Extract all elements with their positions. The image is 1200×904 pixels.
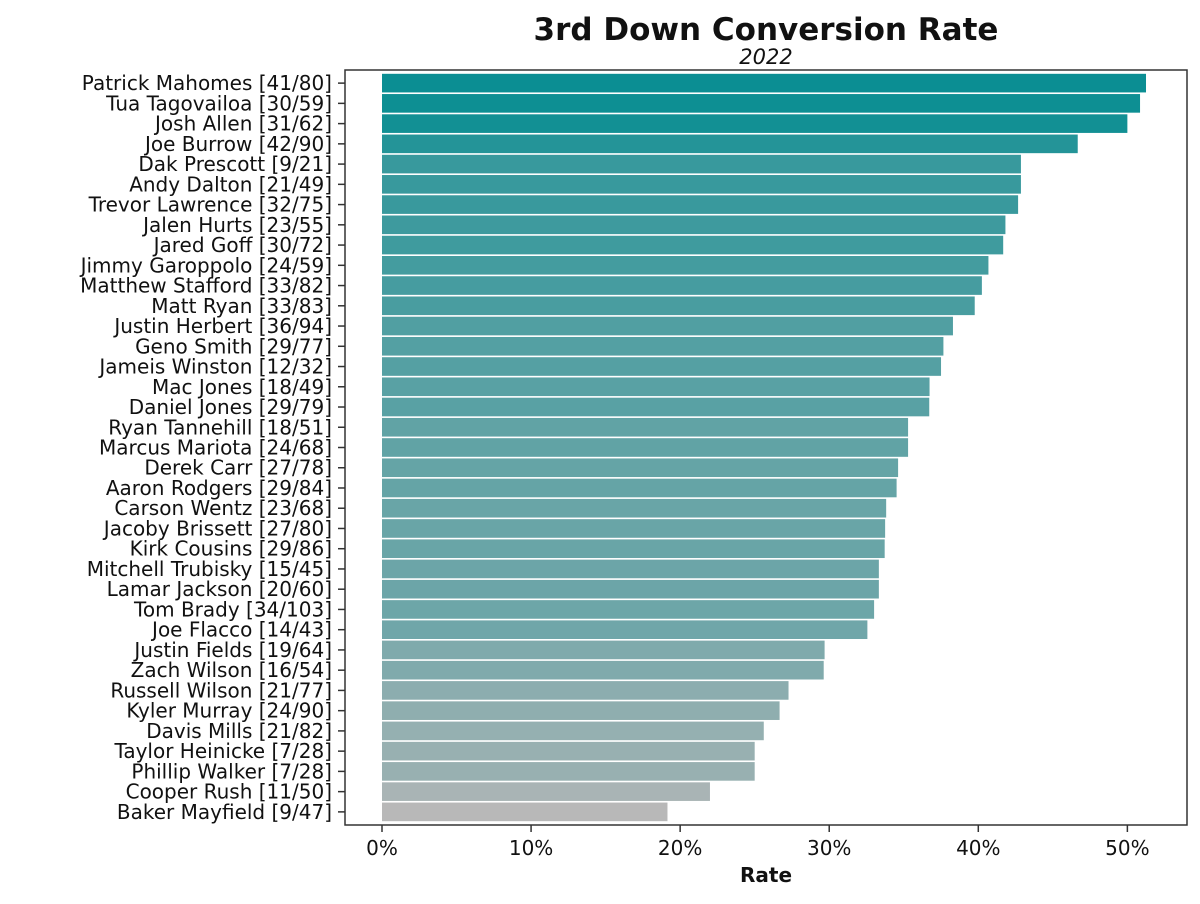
bar-justin-herbert [382, 316, 953, 336]
bar-kyler-murray [382, 701, 780, 720]
bar-lamar-jackson [382, 579, 879, 599]
bar-jalen-hurts [382, 215, 1006, 235]
bar-matthew-stafford [382, 276, 982, 295]
y-tick-label: Aaron Rodgers [29/84] [106, 476, 332, 500]
bar-tua-tagovailoa [382, 94, 1141, 113]
y-tick-label: Cooper Rush [11/50] [126, 780, 332, 804]
x-axis-ticks: 0% 10% 20% 30% 40% 50% [366, 825, 1150, 860]
y-tick-label: Joe Burrow [42/90] [143, 132, 332, 156]
bar-ryan-tannehill [382, 417, 909, 437]
bar-matt-ryan [382, 296, 975, 316]
bar-joe-burrow [382, 134, 1078, 154]
y-tick-label: Mitchell Trubisky [15/45] [87, 557, 332, 581]
y-tick-label: Ryan Tannehill [18/51] [108, 415, 332, 439]
y-tick-label: Zach Wilson [16/54] [131, 658, 332, 682]
bars-layer [382, 73, 1147, 822]
bar-patrick-mahomes [382, 73, 1147, 93]
x-tick-label: 50% [1105, 836, 1149, 860]
bar-marcus-mariota [382, 438, 909, 457]
y-tick-label: Lamar Jackson [20/60] [107, 577, 332, 601]
y-tick-label: Kyler Murray [24/90] [126, 699, 332, 723]
y-tick-label: Tua Tagovailoa [30/59] [105, 91, 332, 115]
bar-josh-allen [382, 114, 1128, 133]
x-tick-label: 10% [509, 836, 553, 860]
y-tick-label: Justin Fields [19/64] [132, 638, 332, 662]
y-tick-label: Daniel Jones [29/79] [129, 395, 332, 419]
bar-jared-goff [382, 235, 1004, 255]
bar-carson-wentz [382, 498, 887, 518]
y-tick-label: Andy Dalton [21/49] [129, 172, 332, 196]
y-tick-label: Matt Ryan [33/83] [151, 294, 332, 318]
y-tick-label: Russell Wilson [21/77] [110, 678, 332, 702]
y-tick-label: Phillip Walker [7/28] [131, 759, 332, 783]
bar-derek-carr [382, 458, 899, 478]
bar-baker-mayfield [382, 802, 668, 822]
plot-frame [344, 69, 1188, 826]
bar-dak-prescott [382, 154, 1021, 174]
x-axis-title: Rate [740, 863, 792, 887]
bar-joe-flacco [382, 620, 868, 640]
bar-trevor-lawrence [382, 195, 1019, 214]
bar-zach-wilson [382, 660, 824, 680]
bar-andy-dalton [382, 175, 1021, 194]
x-tick-label: 40% [956, 836, 1000, 860]
bar-phillip-walker [382, 762, 755, 781]
y-tick-label: Jared Goff [30/72] [152, 233, 332, 257]
y-tick-label: Carson Wentz [23/68] [114, 496, 332, 520]
y-tick-label: Patrick Mahomes [41/80] [82, 71, 332, 95]
y-tick-label: Trevor Lawrence [32/75] [88, 193, 332, 217]
y-tick-label: Kirk Cousins [29/86] [130, 537, 332, 561]
y-tick-label: Tom Brady [34/103] [133, 597, 332, 621]
x-tick-label: 30% [807, 836, 851, 860]
bar-aaron-rodgers [382, 478, 897, 498]
bar-jacoby-brissett [382, 519, 886, 538]
y-tick-label: Jimmy Garoppolo [24/59] [79, 253, 332, 277]
bar-tom-brady [382, 600, 875, 619]
y-tick-label: Joe Flacco [14/43] [150, 618, 332, 642]
bar-kirk-cousins [382, 539, 885, 559]
y-tick-label: Marcus Mariota [24/68] [99, 436, 332, 460]
bar-cooper-rush [382, 782, 710, 801]
chart-title: 3rd Down Conversion Rate [534, 12, 999, 48]
y-tick-label: Baker Mayfield [9/47] [117, 800, 332, 824]
y-tick-label: Justin Herbert [36/94] [112, 314, 332, 338]
y-tick-label: Josh Allen [31/62] [153, 112, 332, 136]
y-tick-label: Davis Mills [21/82] [146, 719, 332, 743]
bar-justin-fields [382, 640, 825, 660]
y-tick-label: Taylor Heinicke [7/28] [113, 739, 332, 763]
x-tick-label: 20% [658, 836, 702, 860]
y-tick-label: Jalen Hurts [23/55] [141, 213, 332, 237]
y-tick-label: Dak Prescott [9/21] [138, 152, 332, 176]
y-tick-label: Derek Carr [27/78] [144, 456, 332, 480]
x-tick-label: 0% [366, 836, 398, 860]
bar-davis-mills [382, 721, 764, 741]
bar-jameis-winston [382, 357, 942, 376]
y-tick-label: Matthew Stafford [33/82] [80, 274, 332, 298]
axes-layer [344, 69, 1188, 826]
y-tick-label: Jacoby Brissett [27/80] [102, 516, 332, 540]
bar-daniel-jones [382, 397, 930, 417]
y-tick-label: Jameis Winston [12/32] [97, 355, 332, 379]
y-tick-label: Geno Smith [29/77] [135, 334, 332, 358]
y-axis-labels: Patrick Mahomes [41/80]Tua Tagovailoa [3… [79, 71, 345, 824]
bar-geno-smith [382, 336, 944, 356]
bar-russell-wilson [382, 681, 789, 700]
chart-subtitle: 2022 [739, 45, 792, 69]
bar-mitchell-trubisky [382, 559, 879, 579]
bar-mac-jones [382, 377, 930, 397]
bar-jimmy-garoppolo [382, 255, 989, 275]
y-tick-label: Mac Jones [18/49] [152, 375, 332, 399]
bar-taylor-heinicke [382, 741, 755, 761]
